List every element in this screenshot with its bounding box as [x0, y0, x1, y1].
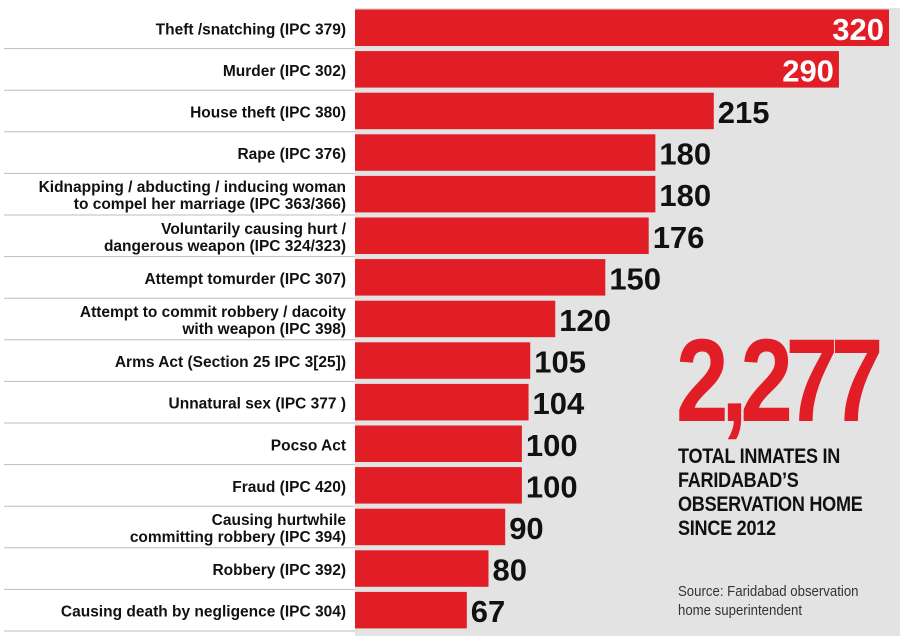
value-label: 67 — [471, 594, 505, 629]
category-label: Arms Act (Section 25 IPC 3[25]) — [115, 354, 346, 371]
bar — [355, 259, 606, 296]
value-label: 100 — [526, 428, 578, 463]
value-label: 150 — [609, 261, 661, 296]
category-label: Causing death by negligence (IPC 304) — [61, 604, 346, 621]
value-label: 180 — [659, 178, 711, 213]
value-label: 320 — [832, 12, 884, 47]
value-label: 215 — [718, 95, 770, 130]
category-label: Theft /snatching (IPC 379) — [156, 21, 346, 38]
value-label: 120 — [559, 303, 611, 338]
value-label: 80 — [493, 553, 527, 588]
category-label: Fraud (IPC 420) — [232, 479, 346, 496]
bar — [355, 383, 529, 421]
category-label: Unnatural sex (IPC 377 ) — [169, 396, 346, 413]
bar — [355, 9, 889, 46]
bar — [355, 217, 649, 254]
total-inmates-caption: TOTAL INMATES IN FARIDABAD’S OBSERVATION… — [678, 445, 863, 540]
bar — [355, 425, 522, 462]
category-label: Robbery (IPC 392) — [212, 562, 346, 579]
value-label: 290 — [782, 53, 834, 88]
category-label: Murder (IPC 302) — [223, 63, 346, 80]
bar — [355, 92, 714, 130]
value-label: 100 — [526, 469, 578, 504]
category-label: Kidnapping / abducting / inducing woman t… — [39, 179, 346, 213]
bar — [355, 591, 467, 629]
value-label: 104 — [533, 386, 585, 421]
total-inmates-figure: 2,277 — [676, 315, 883, 447]
value-label: 180 — [659, 137, 711, 172]
bar — [355, 175, 656, 213]
category-label: Rape (IPC 376) — [237, 146, 346, 163]
category-label: Pocso Act — [271, 437, 346, 454]
category-label: Attempt tomurder (IPC 307) — [144, 271, 346, 288]
value-label: 176 — [653, 220, 705, 255]
bar — [355, 51, 839, 88]
category-label: Causing hurtwhile committing robbery (IPC… — [130, 512, 347, 546]
category-label: Attempt to commit robbery / dacoity with … — [80, 304, 346, 338]
bar — [355, 134, 656, 171]
bar — [355, 300, 556, 338]
value-label: 90 — [509, 511, 543, 546]
category-label: House theft (IPC 380) — [190, 105, 346, 122]
category-label: Voluntarily causing hurt / dangerous weap… — [104, 221, 347, 255]
bar — [355, 508, 506, 546]
value-label: 105 — [534, 345, 586, 380]
bar — [355, 342, 531, 379]
bar — [355, 467, 522, 504]
source-note: Source: Faridabad observation home super… — [678, 583, 859, 619]
bar — [355, 550, 489, 587]
